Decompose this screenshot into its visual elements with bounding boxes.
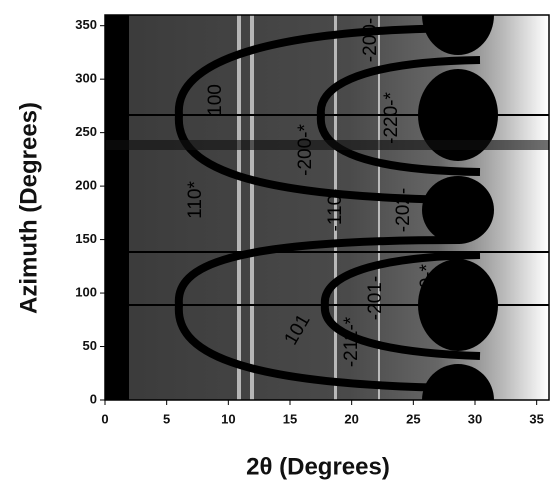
y-tick-label: 300 (75, 71, 97, 86)
reflection-label: -310-* (417, 264, 438, 316)
y-tick-label: 200 (75, 178, 97, 193)
x-tick-label: 5 (163, 411, 170, 426)
detector-image (105, 15, 549, 400)
plot-frame (104, 14, 550, 401)
y-tick-label: 250 (75, 124, 97, 139)
x-axis-label: 2θ (Degrees) (246, 453, 390, 480)
reflection-label: 110* (185, 181, 206, 219)
y-tick-label: 150 (75, 231, 97, 246)
y-axis-label: Azimuth (Degrees) (15, 102, 42, 314)
y-tick-label: 350 (75, 17, 97, 32)
reflection-label: -200-* (295, 124, 316, 176)
x-tick-label: 0 (101, 411, 108, 426)
x-tick-label: 35 (529, 411, 543, 426)
y-tick-label: 0 (90, 391, 97, 406)
x-tick-label: 10 (221, 411, 235, 426)
y-tick-label: 100 (75, 284, 97, 299)
reflection-label: -211-* (341, 316, 362, 367)
x-tick-label: 15 (283, 411, 297, 426)
x-tick-label: 25 (406, 411, 420, 426)
x-tick-label: 20 (344, 411, 358, 426)
reflection-label: -110- (325, 189, 346, 232)
reflection-label: -220-* (381, 92, 402, 144)
reflection-label: -202- (393, 188, 414, 232)
x-tick-label: 30 (468, 411, 482, 426)
y-tick-label: 50 (83, 338, 97, 353)
reflection-label: 100 (205, 84, 226, 116)
reflection-label: -201- (365, 276, 386, 320)
reflection-label: -200- (360, 18, 381, 62)
